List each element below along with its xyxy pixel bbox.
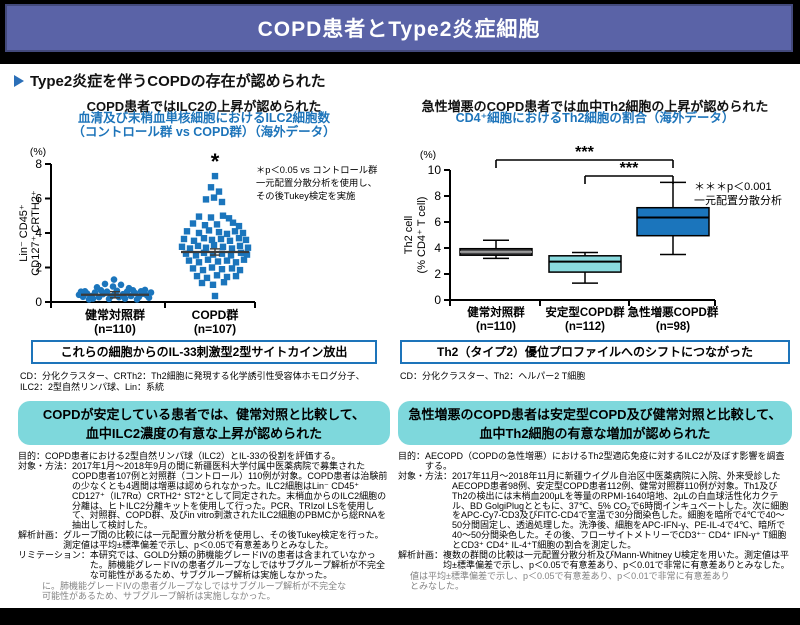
svg-text:(%): (%) <box>30 146 46 158</box>
right-panel-subtitle: CD4⁺細胞におけるTh2細胞の割合（海外データ） <box>398 111 792 125</box>
left-conclusion-line1: COPDが安定している患者では、健常対照と比較して、 <box>42 407 366 422</box>
method-label: 目的： <box>18 451 46 461</box>
svg-text:***: *** <box>575 144 594 161</box>
method-paragraph: リミテーション： 本研究では、GOLD分類の肺機能グレードIVの患者は含まれていな… <box>18 550 390 581</box>
ghost-duplicate-text: 値は平均±標準偏差で示し、p＜0.05で有意差あり、p＜0.01で非常に有意差あ… <box>410 570 730 591</box>
svg-text:(n=112): (n=112) <box>565 321 605 333</box>
svg-text:*: * <box>211 149 220 174</box>
right-methods-section: 目的： AECOPD（COPDの急性増悪）におけるTh2型適応免疫に対するILC2… <box>398 451 792 592</box>
method-label: 解析計画： <box>18 530 64 541</box>
right-conclusion-box: 急性増悪のCOPD患者は安定型COPD及び健常対照と比較して、 血中Th2細胞の… <box>398 401 792 445</box>
method-paragraph: 対象・方法： 2017年1月～2018年9月の間に新疆医科大学付属中医薬病院で募集… <box>18 460 390 531</box>
right-conclusion-line1: 急性増悪のCOPD患者は安定型COPD及び健常対照と比較して、 <box>408 407 782 422</box>
svg-text:***: *** <box>620 160 639 177</box>
method-label: 対象・方法： <box>18 460 73 471</box>
right-result-box: Th2（タイプ2）優位プロファイルへのシフトにつながった <box>400 340 790 364</box>
method-text: 2017年11月～2018年11月に新疆ウイグル自治区中医薬病院に入院、外来受診… <box>452 470 789 551</box>
svg-text:2: 2 <box>35 261 42 275</box>
right-panel-title: 急性増悪のCOPD患者では血中Th2細胞の上昇が認められた <box>421 99 769 114</box>
method-paragraph: 対象・方法： 2017年11月～2018年11月に新疆ウイグル自治区中医薬病院に入… <box>398 470 792 551</box>
svg-text:4: 4 <box>35 226 42 240</box>
ghost-duplicate-text: に。肺機能グレードIVの患者グループなしではサブグループ解析が不完全な 可能性があ… <box>42 580 347 601</box>
svg-text:4: 4 <box>434 241 441 255</box>
svg-text:(n=110): (n=110) <box>94 322 136 336</box>
slide-body: Type2炎症を伴うCOPDの存在が認められた COPD患者ではILC2の上昇が… <box>0 64 800 608</box>
svg-text:6: 6 <box>35 192 42 206</box>
header-bar: COPD患者とType2炎症細胞 <box>5 4 793 52</box>
ilc2-scatter-chart: (%) Lin⁻ CD45⁺ CD127⁺ CRTH2⁺ 8 6 4 2 0 ＊p＜0.05 v… <box>18 146 377 336</box>
svg-text:6: 6 <box>434 215 441 229</box>
svg-text:急性増悪COPD群: 急性増悪COPD群 <box>628 305 719 319</box>
method-label: 解析計画： <box>398 550 444 561</box>
svg-text:10: 10 <box>428 163 442 177</box>
method-text: 本研究では、GOLD分類の肺機能グレードIVの患者は含まれていなかった。肺機能グ… <box>89 550 385 580</box>
left-panel-title: COPD患者ではILC2の上昇が認められた <box>86 99 322 114</box>
method-text: COPD患者における2型自然リンパ球（ILC2）とIL-33の役割を評価する。 <box>45 451 341 461</box>
svg-text:(% CD4⁺ T cell): (% CD4⁺ T cell) <box>416 197 428 274</box>
left-subtitle-line1: 血清及び末梢血単核細胞におけるILC2細胞数 <box>77 111 331 125</box>
left-conclusion-box: COPDが安定している患者では、健常対照と比較して、 血中ILC2濃度の有意な上… <box>18 401 390 445</box>
svg-text:COPD群: COPD群 <box>192 307 239 322</box>
right-subtitle-line1: CD4⁺細胞におけるTh2細胞の割合（海外データ） <box>455 111 735 125</box>
left-result-box: これらの細胞からのIL-33刺激型2型サイトカイン放出 <box>31 340 377 364</box>
method-text: グループ間の比較には一元配置分散分析を使用し、その後Tukey検定を行った。測定… <box>63 530 384 551</box>
svg-text:一元配置分散分析: 一元配置分散分析 <box>694 193 782 207</box>
main-heading: Type2炎症を伴うCOPDの存在が認められた <box>14 70 326 91</box>
svg-text:0: 0 <box>35 295 42 309</box>
page-title: COPD患者とType2炎症細胞 <box>257 18 541 41</box>
svg-text:(n=107): (n=107) <box>194 322 236 336</box>
svg-text:0: 0 <box>434 293 441 307</box>
svg-text:Lin⁻ CD45⁺: Lin⁻ CD45⁺ <box>18 204 30 262</box>
svg-text:＊p＜0.05 vs コントロール群: ＊p＜0.05 vs コントロール群 <box>256 164 377 175</box>
svg-text:(n=110): (n=110) <box>476 321 516 333</box>
svg-text:健常対照群: 健常対照群 <box>467 305 525 319</box>
svg-text:8: 8 <box>35 157 42 171</box>
svg-text:8: 8 <box>434 189 441 203</box>
left-panel-subtitle: 血清及び末梢血単核細胞におけるILC2細胞数 （コントロール群 vs COPD群… <box>18 111 390 139</box>
method-label: 目的： <box>398 451 426 461</box>
svg-text:一元配置分散分析を使用し、: 一元配置分散分析を使用し、 <box>256 177 377 188</box>
method-paragraph: 解析計画： グループ間の比較には一元配置分散分析を使用し、その後Tukey検定を行… <box>18 530 390 551</box>
right-panel: 急性増悪のCOPD患者では血中Th2細胞の上昇が認められた CD4⁺細胞における… <box>398 92 792 607</box>
th2-box-chart: *** *** (%) Th2 cell (% CD4⁺ T cell) 10 8 6 4 2 0 ＊… <box>403 144 782 333</box>
method-paragraph: 解析計画： 複数の群間の比較は一元配置分散分析及びMann-Whitney U検定… <box>398 550 792 571</box>
method-label: リミテーション： <box>18 550 90 561</box>
svg-text:CD127⁺ CRTH2⁺: CD127⁺ CRTH2⁺ <box>30 190 42 276</box>
svg-text:Th2 cell: Th2 cell <box>403 216 415 255</box>
left-abbreviation-note: CD：分化クラスター、CRTh2：Th2細胞に発現する化学誘引性受容体ホモログ分… <box>20 371 365 392</box>
svg-text:その後Tukey検定を実施: その後Tukey検定を実施 <box>256 190 355 201</box>
left-conclusion-line2: 血中ILC2濃度の有意な上昇が認められた <box>85 426 323 441</box>
arrow-right-icon <box>14 74 24 87</box>
svg-text:2: 2 <box>434 267 441 281</box>
method-text: AECOPD（COPDの急性増悪）におけるTh2型適応免疫に対するILC2が及ぼ… <box>425 451 785 471</box>
method-paragraph: 目的： AECOPD（COPDの急性増悪）におけるTh2型適応免疫に対するILC2… <box>398 451 792 472</box>
main-heading-text: Type2炎症を伴うCOPDの存在が認められた <box>30 73 326 90</box>
svg-text:(n=98): (n=98) <box>656 321 690 333</box>
left-methods-section: 目的： COPD患者における2型自然リンパ球（ILC2）とIL-33の役割を評価す… <box>18 451 390 602</box>
svg-text:安定型COPD群: 安定型COPD群 <box>545 305 625 319</box>
left-subtitle-line2: （コントロール群 vs COPD群）（海外データ） <box>72 125 336 139</box>
svg-text:健常対照群: 健常対照群 <box>85 307 145 322</box>
left-panel: COPD患者ではILC2の上昇が認められた 血清及び末梢血単核細胞におけるILC… <box>18 92 390 607</box>
right-abbreviation-note: CD：分化クラスター、Th2：ヘルパー2 T細胞 <box>400 371 586 381</box>
svg-text:(%): (%) <box>420 149 436 161</box>
svg-text:＊＊＊p＜0.001: ＊＊＊p＜0.001 <box>694 181 772 193</box>
method-text: 複数の群間の比較は一元配置分散分析及びMann-Whitney U検定を用いた。… <box>443 550 790 570</box>
method-label: 対象・方法： <box>398 470 453 481</box>
method-paragraph: 目的： COPD患者における2型自然リンパ球（ILC2）とIL-33の役割を評価す… <box>18 451 390 462</box>
method-text: 2017年1月～2018年9月の間に新疆医科大学付属中医薬病院で募集されたCOP… <box>72 460 388 531</box>
right-conclusion-line2: 血中Th2細胞の有意な増加が認められた <box>479 426 711 441</box>
